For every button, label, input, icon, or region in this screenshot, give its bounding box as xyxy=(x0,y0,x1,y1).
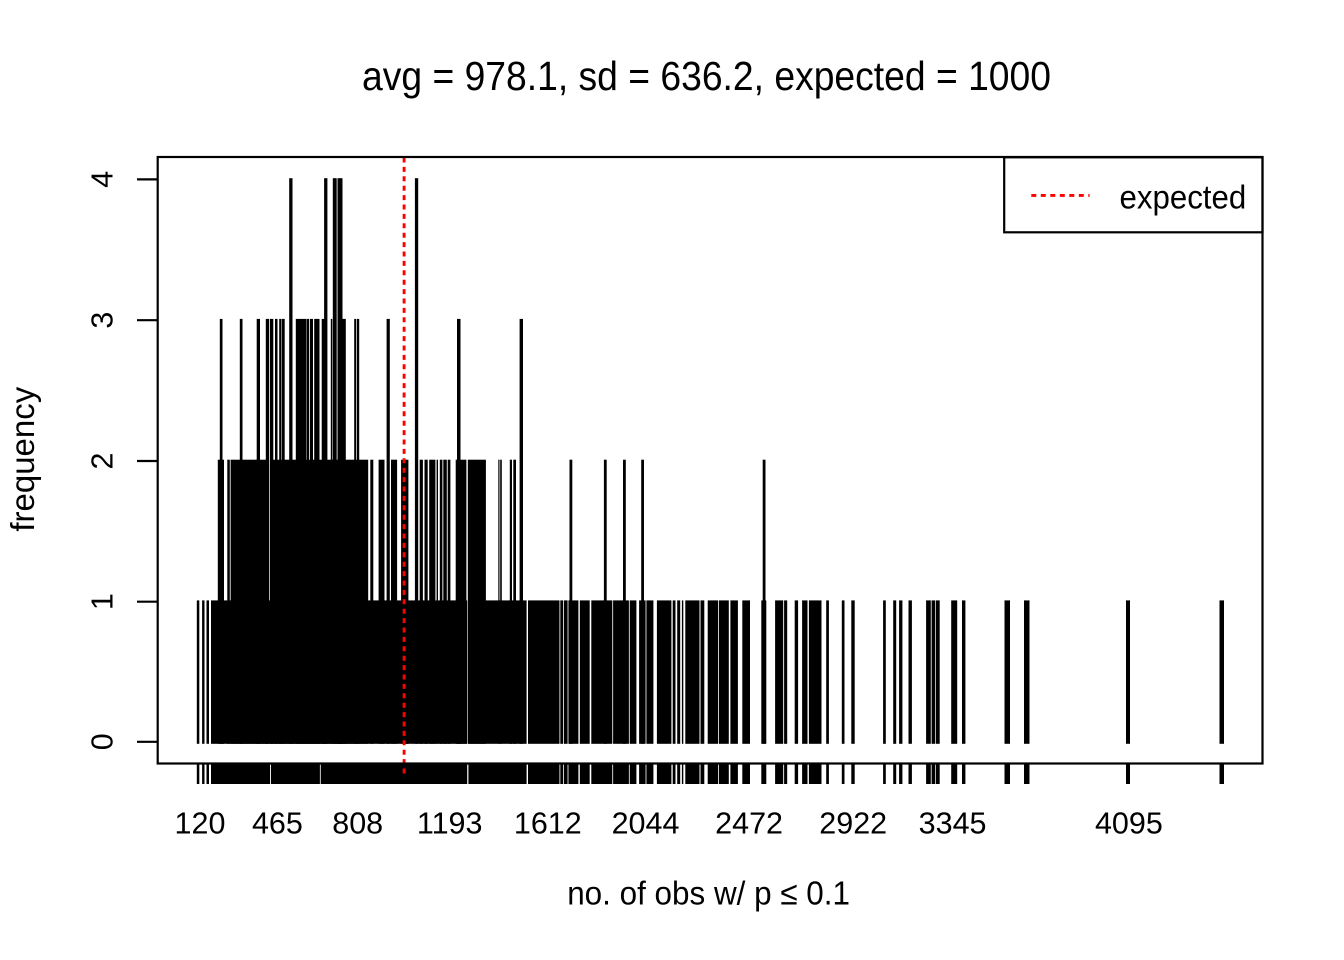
svg-text:120: 120 xyxy=(175,807,226,841)
svg-text:2: 2 xyxy=(86,453,120,470)
svg-text:465: 465 xyxy=(252,807,303,841)
svg-text:1: 1 xyxy=(86,593,120,610)
svg-text:808: 808 xyxy=(332,807,383,841)
svg-text:1193: 1193 xyxy=(417,807,483,841)
svg-text:0: 0 xyxy=(86,733,120,750)
svg-text:4: 4 xyxy=(86,171,120,188)
svg-text:expected: expected xyxy=(1120,179,1247,216)
svg-text:4095: 4095 xyxy=(1095,807,1163,841)
svg-text:no. of obs w/ p ≤ 0.1: no. of obs w/ p ≤ 0.1 xyxy=(567,874,850,911)
svg-text:3: 3 xyxy=(86,312,120,329)
svg-text:frequency: frequency xyxy=(4,386,41,531)
svg-text:2472: 2472 xyxy=(715,807,783,841)
svg-text:avg = 978.1, sd = 636.2, expec: avg = 978.1, sd = 636.2, expected = 1000 xyxy=(362,53,1051,99)
svg-text:2044: 2044 xyxy=(612,807,680,841)
svg-text:1612: 1612 xyxy=(514,807,582,841)
svg-text:3345: 3345 xyxy=(919,807,987,841)
svg-text:2922: 2922 xyxy=(819,807,887,841)
